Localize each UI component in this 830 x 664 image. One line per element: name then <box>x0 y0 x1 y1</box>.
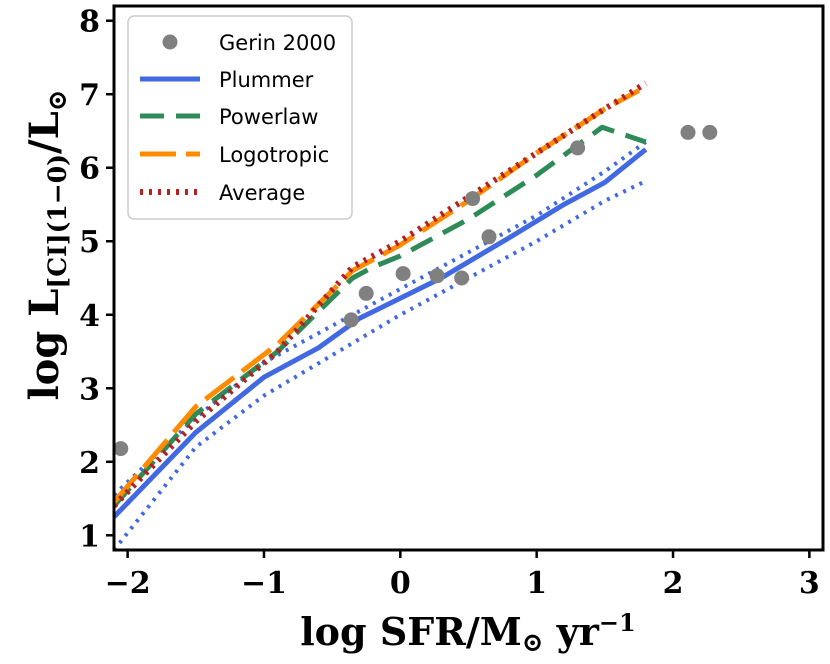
scatter-point <box>680 124 696 140</box>
scatter-point <box>570 140 586 156</box>
x-axis-label-sup: −1 <box>599 608 636 637</box>
y-tick-label: 7 <box>79 78 100 113</box>
x-tick-label: −2 <box>105 566 151 601</box>
y-tick-label: 5 <box>79 225 100 260</box>
x-tick-label: −1 <box>241 566 287 601</box>
plot-frame <box>112 4 825 552</box>
x-axis-label: log SFR/M⊙ yr−1 <box>300 608 635 658</box>
y-axis-label-main: log L <box>21 289 68 401</box>
scatter-point <box>429 268 445 284</box>
y-axis-label-tail: /L <box>21 111 68 154</box>
y-tick-label: 6 <box>79 152 100 187</box>
scatter-point <box>358 285 374 301</box>
y-tick-label: 3 <box>79 372 100 407</box>
series-line-plummer-lower <box>114 179 647 550</box>
legend-label-average: Average <box>219 181 305 205</box>
scatter-layer <box>114 124 718 457</box>
scatter-point <box>481 229 497 245</box>
y-tick-label: 1 <box>79 519 100 554</box>
scatter-point <box>114 441 129 457</box>
y-tick-label: 4 <box>79 299 100 334</box>
series-line-powerlaw <box>114 124 647 508</box>
legend-label-gerin: Gerin 2000 <box>219 31 336 55</box>
x-tick-label: 0 <box>390 566 411 601</box>
x-axis-label-main: log SFR/M <box>300 609 522 654</box>
x-tick-label: 3 <box>799 566 820 601</box>
series-line-logotropic <box>114 88 641 504</box>
y-axis-label-sub2: ⊙ <box>43 89 73 111</box>
scatter-point <box>454 270 470 286</box>
x-axis-label-unit: yr <box>544 609 600 654</box>
y-tick-label: 8 <box>79 5 100 40</box>
legend-label-powerlaw: Powerlaw <box>219 105 318 129</box>
scatter-point <box>465 191 481 207</box>
scatter-point <box>395 266 411 282</box>
y-tick-label: 2 <box>79 446 100 481</box>
x-axis-label-sub: ⊙ <box>522 628 544 658</box>
legend-keys <box>140 34 200 195</box>
scatter-point <box>343 312 359 328</box>
legend-key-gerin <box>162 34 178 50</box>
legend-label-plummer: Plummer <box>219 68 314 92</box>
x-tick-label: 2 <box>663 566 684 601</box>
series-layer <box>114 80 648 550</box>
legend: Gerin 2000 Plummer Powerlaw Logotropic A… <box>127 15 353 220</box>
scatter-point <box>702 124 718 140</box>
legend-label-logotropic: Logotropic <box>219 143 329 167</box>
series-line-plummer <box>114 147 648 519</box>
y-axis-label: log L[CI](1−0)/L⊙ <box>21 89 73 400</box>
x-tick-label: 1 <box>526 566 547 601</box>
y-axis-label-sub: [CI](1−0) <box>43 154 72 289</box>
series-line-average <box>114 80 648 508</box>
tick-layer: −2 −1 0 1 2 3 1 2 3 4 5 6 7 8 <box>79 5 820 601</box>
legend-box <box>127 15 353 220</box>
